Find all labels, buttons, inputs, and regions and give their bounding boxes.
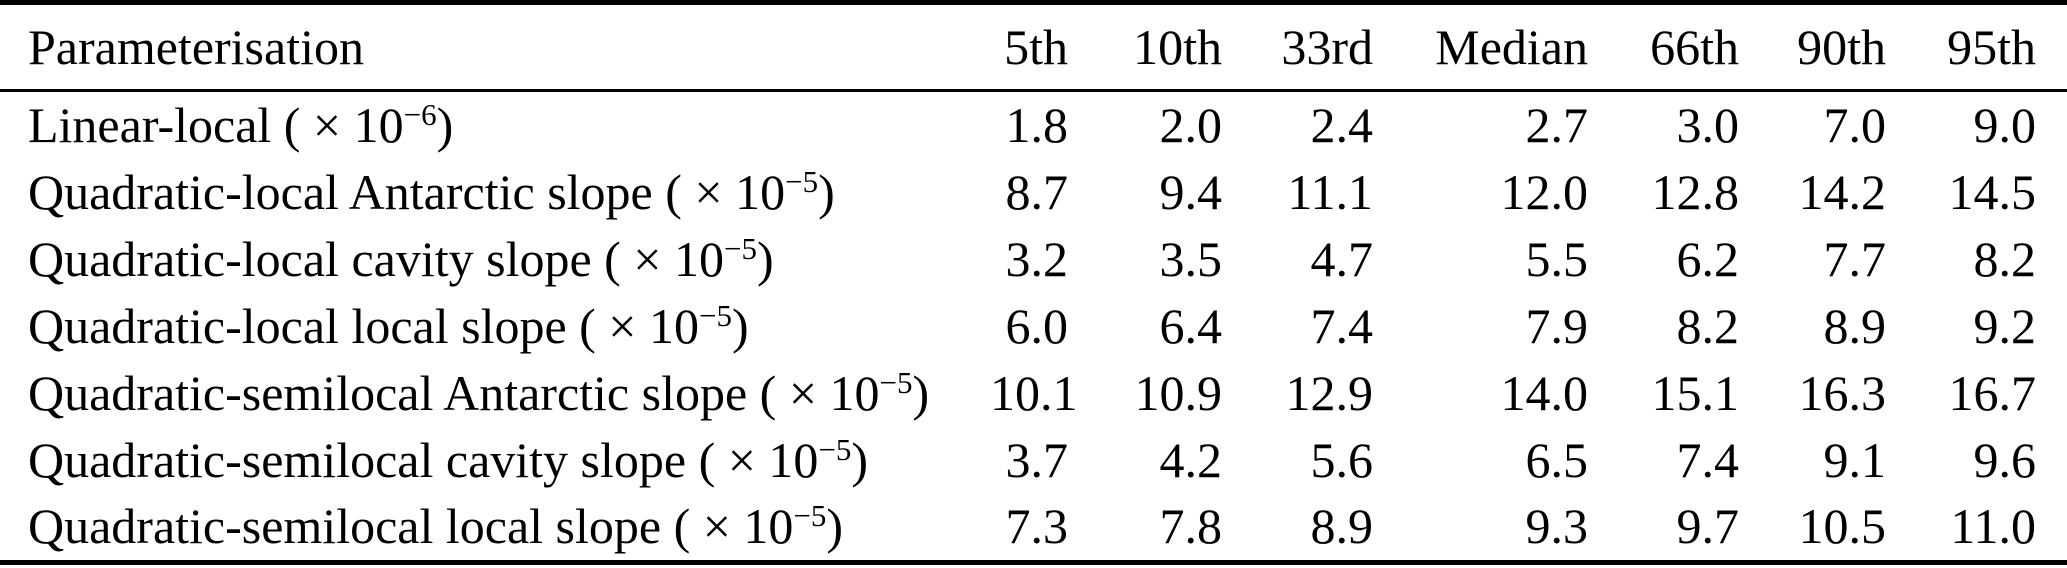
row-label-exponent: −5 xyxy=(724,231,757,267)
value-cell: 4.7 xyxy=(1310,231,1374,288)
value-cell: 9.2 xyxy=(1973,297,2037,354)
column-header-90th: 90th xyxy=(1739,2,1886,92)
value-cell: 16.7 xyxy=(1948,364,2037,421)
value-cell: 7.0 xyxy=(1823,97,1887,154)
value-cell: 8.7 xyxy=(1005,164,1069,221)
table-row: Quadratic-semilocal Antarctic slope ( × … xyxy=(0,359,2067,426)
value-cell: 9.6 xyxy=(1973,431,2037,488)
value-cell: 3.7 xyxy=(1005,431,1069,488)
column-header-median: Median xyxy=(1373,2,1588,92)
table-row: Quadratic-semilocal cavity slope ( × 10−… xyxy=(0,426,2067,493)
row-label: Quadratic-semilocal Antarctic slope ( × … xyxy=(0,359,990,426)
header-row: Parameterisation 5th 10th 33rd Median 66… xyxy=(0,2,2067,92)
row-label-exponent: −5 xyxy=(793,498,827,534)
value-cell: 6.5 xyxy=(1525,431,1589,488)
value-cell: 14.5 xyxy=(1948,164,2037,221)
row-label-suffix: ) xyxy=(851,431,869,488)
value-cell: 11.0 xyxy=(1950,498,2036,555)
row-label-suffix: ) xyxy=(826,498,844,555)
row-label: Quadratic-local local slope ( × 10−5) xyxy=(0,293,990,360)
value-cell: 7.7 xyxy=(1823,231,1887,288)
row-label: Linear-local ( × 10−6) xyxy=(0,91,990,159)
value-cell: 8.9 xyxy=(1823,297,1887,354)
value-cell: 10.9 xyxy=(1134,364,1223,421)
value-cell: 10.1 xyxy=(990,364,1078,421)
table-row: Quadratic-local cavity slope ( × 10−5) 3… xyxy=(0,226,2067,293)
value-cell: 9.4 xyxy=(1159,164,1223,221)
table-row: Quadratic-semilocal local slope ( × 10−5… xyxy=(0,493,2067,562)
value-cell: 1.8 xyxy=(1005,97,1069,154)
row-label-exponent: −6 xyxy=(403,97,437,133)
value-cell: 5.5 xyxy=(1525,231,1589,288)
table-row: Linear-local ( × 10−6) 1.8 2.0 2.4 2.7 3… xyxy=(0,91,2067,159)
value-cell: 12.9 xyxy=(1285,364,1374,421)
value-cell: 16.3 xyxy=(1798,364,1887,421)
column-header-66th: 66th xyxy=(1588,2,1739,92)
row-label-text: Quadratic-local local slope ( × 10 xyxy=(28,297,699,354)
row-label-suffix: ) xyxy=(756,231,774,288)
value-cell: 7.3 xyxy=(1005,498,1069,555)
row-label-suffix: ) xyxy=(818,164,835,221)
value-cell: 6.2 xyxy=(1676,231,1740,288)
row-label-suffix: ) xyxy=(436,97,454,154)
row-label-text: Quadratic-local Antarctic slope ( × 10 xyxy=(28,164,786,221)
row-label-text: Quadratic-semilocal local slope ( × 10 xyxy=(28,498,794,555)
value-cell: 3.5 xyxy=(1159,231,1223,288)
value-cell: 10.5 xyxy=(1798,498,1887,555)
column-header-33rd: 33rd xyxy=(1222,2,1373,92)
value-cell: 3.0 xyxy=(1676,97,1740,154)
value-cell: 9.1 xyxy=(1823,431,1887,488)
table-header: Parameterisation 5th 10th 33rd Median 66… xyxy=(0,2,2067,92)
column-header-parameterisation: Parameterisation xyxy=(0,2,990,92)
row-label-suffix: ) xyxy=(731,297,749,354)
value-cell: 14.0 xyxy=(1500,364,1589,421)
value-cell: 2.7 xyxy=(1525,97,1589,154)
value-cell: 8.2 xyxy=(1973,231,2037,288)
value-cell: 2.4 xyxy=(1310,97,1374,154)
value-cell: 3.2 xyxy=(1005,231,1069,288)
column-header-95th: 95th xyxy=(1886,2,2067,92)
row-label-text: Linear-local ( × 10 xyxy=(28,97,404,154)
row-label: Quadratic-semilocal local slope ( × 10−5… xyxy=(0,493,990,562)
value-cell: 4.2 xyxy=(1159,431,1223,488)
value-cell: 9.7 xyxy=(1676,498,1740,555)
value-cell: 9.3 xyxy=(1525,498,1589,555)
value-cell: 11.1 xyxy=(1287,164,1373,221)
value-cell: 15.1 xyxy=(1651,364,1740,421)
value-cell: 7.4 xyxy=(1310,297,1374,354)
row-label: Quadratic-local Antarctic slope ( × 10−5… xyxy=(0,159,990,226)
table-body: Linear-local ( × 10−6) 1.8 2.0 2.4 2.7 3… xyxy=(0,91,2067,563)
row-label: Quadratic-local cavity slope ( × 10−5) xyxy=(0,226,990,293)
value-cell: 5.6 xyxy=(1310,431,1374,488)
table-row: Quadratic-local local slope ( × 10−5) 6.… xyxy=(0,293,2067,360)
value-cell: 9.0 xyxy=(1973,97,2037,154)
value-cell: 7.4 xyxy=(1676,431,1740,488)
value-cell: 2.0 xyxy=(1159,97,1223,154)
value-cell: 7.9 xyxy=(1525,297,1589,354)
value-cell: 7.8 xyxy=(1159,498,1223,555)
row-label-text: Quadratic-semilocal Antarctic slope ( × … xyxy=(28,364,880,421)
row-label-exponent: −5 xyxy=(699,297,732,333)
value-cell: 8.9 xyxy=(1310,498,1374,555)
row-label-exponent: −5 xyxy=(785,164,819,200)
row-label: Quadratic-semilocal cavity slope ( × 10−… xyxy=(0,426,990,493)
row-label-suffix: ) xyxy=(912,364,930,421)
row-label-text: Quadratic-semilocal cavity slope ( × 10 xyxy=(28,431,819,488)
row-label-exponent: −5 xyxy=(879,364,913,400)
value-cell: 12.8 xyxy=(1651,164,1740,221)
value-cell: 8.2 xyxy=(1676,297,1740,354)
row-label-text: Quadratic-local cavity slope ( × 10 xyxy=(28,231,724,288)
value-cell: 14.2 xyxy=(1798,164,1887,221)
column-header-10th: 10th xyxy=(1068,2,1222,92)
value-cell: 12.0 xyxy=(1500,164,1589,221)
column-header-5th: 5th xyxy=(990,2,1068,92)
table-row: Quadratic-local Antarctic slope ( × 10−5… xyxy=(0,159,2067,226)
row-label-exponent: −5 xyxy=(818,431,852,467)
value-cell: 6.0 xyxy=(1005,297,1069,354)
value-cell: 6.4 xyxy=(1159,297,1223,354)
